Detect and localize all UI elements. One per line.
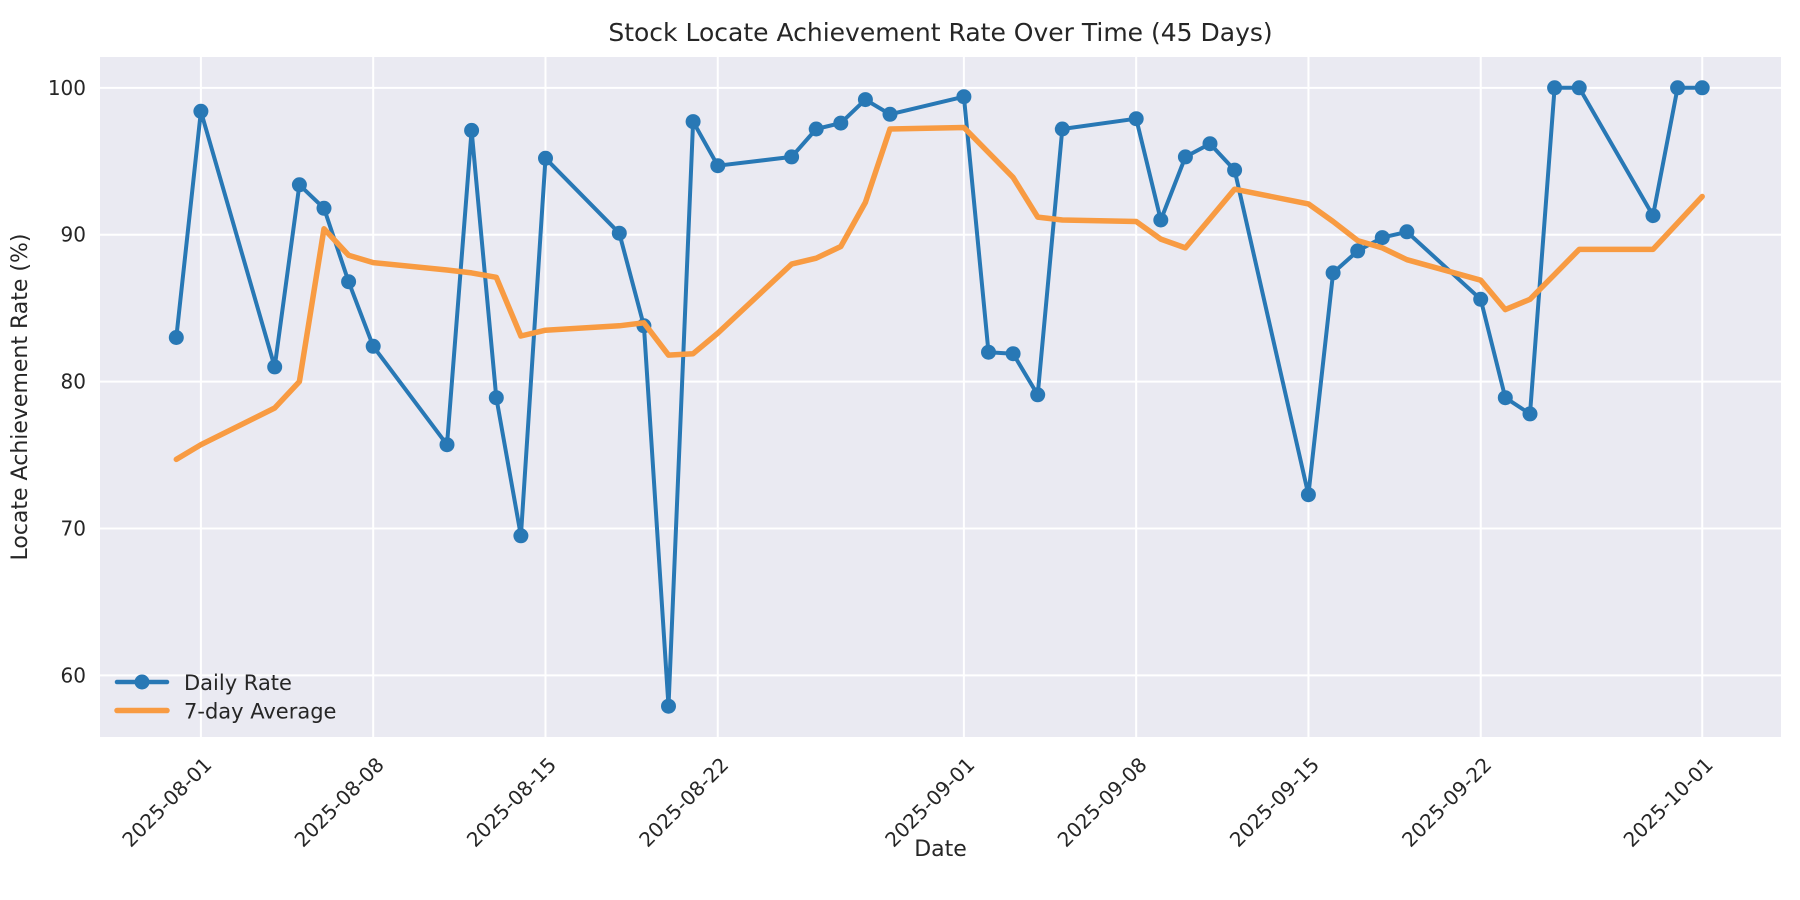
legend-label[interactable]: Daily Rate xyxy=(184,671,292,695)
data-point-marker xyxy=(1473,291,1489,307)
y-tick-label: 100 xyxy=(48,76,86,100)
data-point-marker xyxy=(267,359,283,375)
data-point-marker xyxy=(1350,243,1366,259)
y-axis-label: Locate Achievement Rate (%) xyxy=(8,233,33,560)
plot-area xyxy=(100,57,1781,737)
data-point-marker xyxy=(1522,406,1538,422)
legend: Daily Rate 7-day Average xyxy=(114,671,336,724)
x-tick-label[interactable]: 2025-09-08 xyxy=(1053,753,1152,852)
data-point-marker xyxy=(661,698,676,714)
data-point-marker xyxy=(1374,230,1390,246)
data-point-marker xyxy=(1571,80,1587,96)
series-line-7day-average xyxy=(173,124,1705,463)
data-point-marker xyxy=(464,122,480,138)
data-point-marker xyxy=(1399,224,1415,240)
data-point-marker xyxy=(341,274,357,290)
x-tick-label[interactable]: 2025-08-08 xyxy=(290,753,389,852)
data-point-marker xyxy=(1645,208,1661,224)
y-tick-label: 70 xyxy=(61,516,86,540)
data-point-marker xyxy=(1005,346,1021,362)
data-point-marker xyxy=(168,330,184,345)
data-point-marker xyxy=(1694,80,1710,96)
data-point-marker xyxy=(833,115,849,131)
data-point-marker xyxy=(1030,387,1046,403)
x-tick-label[interactable]: 2025-08-22 xyxy=(634,753,733,852)
y-tick-label: 80 xyxy=(61,370,86,394)
data-point-marker xyxy=(808,121,824,137)
data-point-marker xyxy=(710,158,726,174)
data-point-marker xyxy=(1054,121,1070,137)
data-point-marker xyxy=(513,528,529,544)
x-tick-label[interactable]: 2025-10-01 xyxy=(1619,753,1718,852)
x-tick-label[interactable]: 2025-09-15 xyxy=(1225,753,1324,852)
data-point-marker xyxy=(316,200,332,216)
data-point-marker xyxy=(882,106,898,122)
data-point-marker xyxy=(685,114,701,130)
y-tick-label: 90 xyxy=(61,223,86,247)
x-axis-label: Date xyxy=(914,837,967,862)
data-point-marker xyxy=(1670,80,1686,96)
data-point-marker xyxy=(291,177,307,193)
x-tick-label[interactable]: 2025-08-01 xyxy=(117,753,216,852)
data-point-marker xyxy=(1497,390,1513,406)
data-point-marker xyxy=(1153,212,1169,228)
legend-swatch-marker xyxy=(134,674,150,690)
data-point-marker xyxy=(1128,111,1144,127)
data-point-marker xyxy=(1547,80,1563,96)
x-tick-label[interactable]: 2025-08-15 xyxy=(462,753,561,852)
data-point-marker xyxy=(611,225,627,241)
x-tick-label[interactable]: 2025-09-22 xyxy=(1397,753,1496,852)
data-point-marker xyxy=(956,89,972,105)
data-point-marker xyxy=(488,390,504,406)
data-point-marker xyxy=(857,92,873,108)
data-point-marker xyxy=(365,338,381,354)
data-point-marker xyxy=(1202,136,1218,152)
y-tick-label: 60 xyxy=(61,663,86,687)
data-point-marker xyxy=(1177,149,1193,165)
data-point-marker xyxy=(1227,162,1243,178)
chart-title: Stock Locate Achievement Rate Over Time … xyxy=(608,18,1272,47)
data-point-marker xyxy=(439,437,455,453)
data-point-marker xyxy=(784,149,800,165)
data-point-marker xyxy=(1300,487,1316,503)
data-point-marker xyxy=(193,103,209,119)
data-point-marker xyxy=(1325,265,1341,281)
legend-label[interactable]: 7-day Average xyxy=(184,700,336,724)
data-point-marker xyxy=(538,150,553,166)
data-point-marker xyxy=(981,344,996,360)
